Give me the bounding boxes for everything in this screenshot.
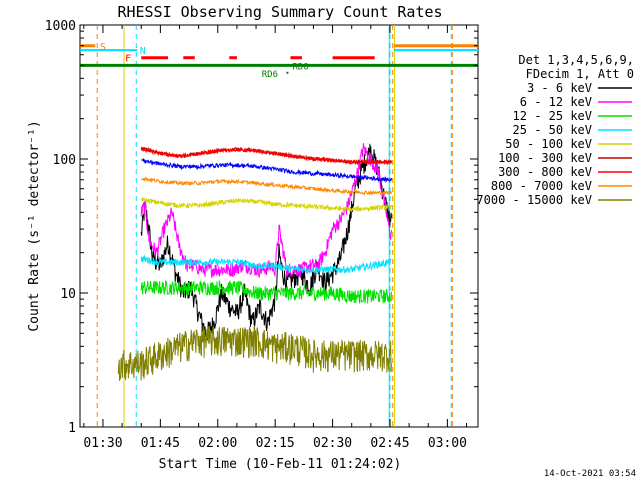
x-tick-label-4: 02:30 (313, 436, 352, 451)
legend-label-0: 3 - 6 keV (527, 81, 592, 95)
series-line-blue (141, 157, 392, 184)
legend-label-5: 100 - 300 keV (498, 151, 592, 165)
legend-label-8: 7000 - 15000 keV (476, 193, 592, 207)
x-axis-label: Start Time (10-Feb-11 01:24:02) (159, 457, 402, 472)
y-tick-label-0: 1 (68, 421, 76, 436)
y-axis-label: Count Rate (s⁻¹ detector⁻¹) (27, 120, 42, 331)
state-label-n: N (140, 46, 146, 57)
x-tick-label-5: 02:45 (370, 436, 409, 451)
series-group (117, 143, 392, 381)
state-label-f: F (125, 54, 131, 65)
axis-group: 01:30 01:45 02:00 02:15 02:30 02:45 03:00 1 10 10… (45, 19, 478, 451)
y-tick-label-3: 1000 (45, 19, 76, 34)
series-line-7 (140, 175, 392, 197)
state-label-rd0: RD0 (292, 62, 308, 72)
y-tick-label-1: 10 (60, 287, 76, 302)
plot-frame (79, 24, 479, 428)
x-tick-label-2: 02:00 (198, 436, 237, 451)
state-mark-rd6 (286, 71, 289, 74)
y-tick-label-2: 100 (53, 153, 76, 168)
legend-title-2: FDecim 1, Att 0 (526, 67, 634, 81)
state-label-s: S (100, 42, 106, 53)
legend-label-4: 50 - 100 keV (505, 137, 592, 151)
x-tick-label-3: 02:15 (256, 436, 295, 451)
vertical-markers (96, 25, 453, 427)
x-tick-label-6: 03:00 (428, 436, 467, 451)
legend: Det 1,3,4,5,6,9, FDecim 1, Att 0 3 - 6 k… (476, 53, 634, 207)
series-line-4 (140, 196, 392, 213)
legend-label-1: 6 - 12 keV (520, 95, 592, 109)
legend-label-2: 12 - 25 keV (513, 109, 592, 123)
state-label-rd6: RD6 (262, 70, 278, 80)
chart-title: RHESSI Observing Summary Count Rates (117, 3, 442, 21)
legend-label-7: 800 - 7000 keV (491, 179, 592, 193)
series-line-3 (140, 254, 392, 275)
series-line-1 (140, 143, 392, 279)
timestamp: 14-Oct-2021 03:54 (544, 469, 636, 479)
series-line-2 (140, 279, 392, 304)
legend-label-3: 25 - 50 keV (513, 123, 592, 137)
series-line-6 (140, 146, 392, 166)
x-tick-label-1: 01:45 (141, 436, 180, 451)
series-line-8 (117, 325, 392, 381)
annotation-group: S NF RD0 RD6 (80, 42, 478, 80)
x-tick-label-0: 01:30 (83, 436, 122, 451)
legend-label-6: 300 - 800 keV (498, 165, 592, 179)
legend-title-1: Det 1,3,4,5,6,9, (518, 53, 634, 67)
